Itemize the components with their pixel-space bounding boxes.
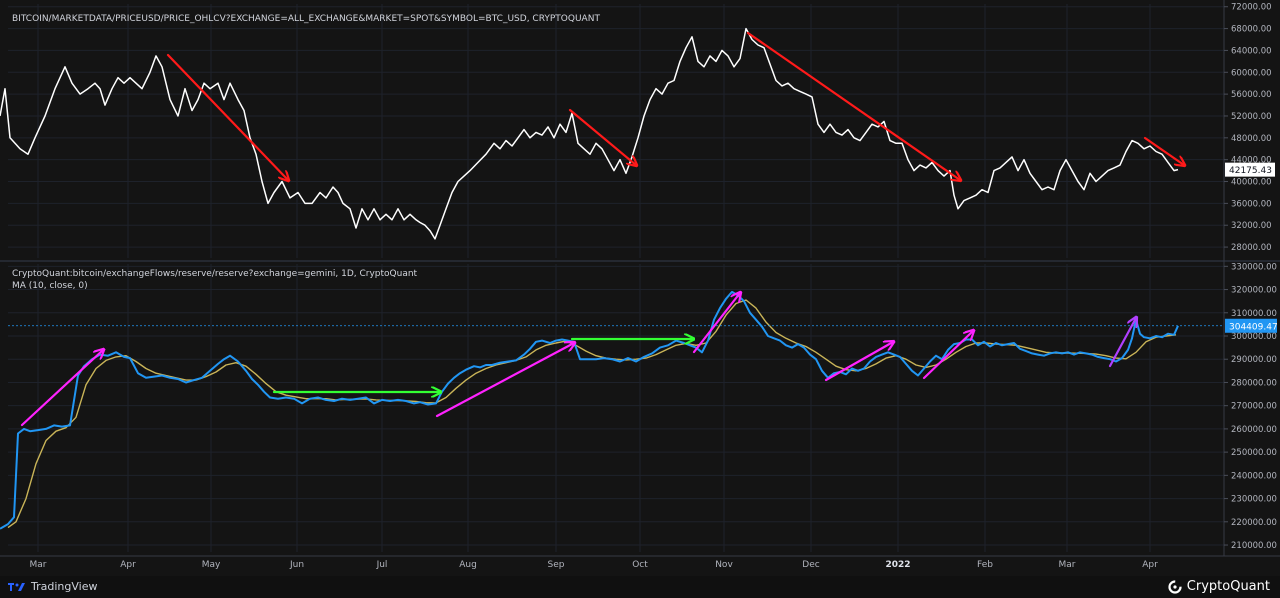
price-last-value-badge (1225, 162, 1275, 177)
price-y-tick-label: 52000.00 (1231, 112, 1272, 122)
tradingview-label: TradingView (31, 580, 98, 593)
cryptoquant-icon (1168, 579, 1182, 594)
price-y-tick-label: 40000.00 (1231, 178, 1272, 188)
trend-arrows (20, 31, 1184, 427)
reserve-y-tick-label: 260000.00 (1231, 425, 1277, 435)
x-tick-label: Apr (120, 560, 136, 570)
magenta-uptrend-arrow (692, 293, 740, 354)
x-tick-label: May (202, 560, 221, 570)
x-tick-label: Apr (1142, 560, 1158, 570)
bottom-panel-ma-legend: MA (10, close, 0) (12, 281, 88, 291)
price-y-tick-label: 60000.00 (1231, 68, 1272, 78)
grid-lines (8, 4, 1224, 552)
axes: 28000.00 32000.00 36000.00 40000.00 44000.00… (0, 0, 1280, 570)
price-y-tick-label: 64000.00 (1231, 46, 1272, 56)
tradingview-logo[interactable]: TradingView (8, 580, 97, 593)
red-downtrend-arrow (1143, 136, 1184, 165)
red-downtrend-arrow (746, 31, 960, 180)
tradingview-icon (8, 582, 25, 591)
x-tick-label: Aug (459, 560, 477, 570)
reserve-y-tick-label: 230000.00 (1231, 495, 1277, 505)
x-tick-label: Mar (1059, 560, 1076, 570)
price-y-tick-label: 68000.00 (1231, 25, 1272, 35)
reserve-y-tick-label: 240000.00 (1231, 471, 1277, 481)
x-tick-label: Feb (977, 560, 993, 570)
price-y-tick-label: 28000.00 (1231, 243, 1272, 253)
price-y-tick-label: 44000.00 (1231, 156, 1272, 166)
price-y-tick-label: 48000.00 (1231, 134, 1272, 144)
magenta-uptrend-arrow (824, 342, 893, 382)
cryptoquant-logo[interactable]: CryptoQuant (1168, 579, 1270, 594)
x-tick-label: 2022 (885, 560, 910, 570)
reserve-y-tick-label: 250000.00 (1231, 448, 1277, 458)
price-y-tick-label: 36000.00 (1231, 199, 1272, 209)
reserve-y-tick-label: 210000.00 (1231, 541, 1277, 551)
x-tick-label: Jul (376, 560, 388, 570)
reserve-last-value-badge (1225, 318, 1277, 333)
price-y-tick-label: 72000.00 (1231, 3, 1272, 13)
x-tick-label: Nov (715, 560, 733, 570)
reserve-y-tick-label: 320000.00 (1231, 286, 1277, 296)
chart-canvas: 28000.00 32000.00 36000.00 40000.00 44000.00… (0, 0, 1280, 570)
reserve-y-tick-label: 330000.00 (1231, 262, 1277, 272)
footer-bar: TradingView CryptoQuant (0, 576, 1280, 598)
red-downtrend-arrow (568, 108, 636, 165)
magenta-uptrend-arrow (435, 343, 574, 418)
magenta-uptrend-arrow (922, 331, 973, 380)
x-tick-label: Mar (30, 560, 47, 570)
ma-10-line (7, 299, 1177, 529)
top-panel-title: BITCOIN/MARKETDATA/PRICEUSD/PRICE_OHLCV?… (12, 14, 600, 24)
price-y-tick-label: 32000.00 (1231, 221, 1272, 231)
x-tick-label: Sep (548, 560, 565, 570)
reserve-y-tick-label: 270000.00 (1231, 402, 1277, 412)
reserve-y-tick-label: 220000.00 (1231, 518, 1277, 528)
red-downtrend-arrow (166, 53, 288, 180)
magenta-uptrend-arrow (20, 350, 103, 427)
price-last-value-text: 42175.43 (1229, 166, 1272, 176)
x-tick-label: Dec (802, 560, 819, 570)
reserve-y-tick-label: 290000.00 (1231, 355, 1277, 365)
reserve-last-value-text: 304409.47 (1229, 322, 1278, 332)
value-labels: 42175.43 304409.47 (1225, 162, 1278, 333)
x-tick-label: Jun (289, 560, 304, 570)
series-lines (0, 27, 1224, 530)
reserve-y-tick-label: 280000.00 (1231, 378, 1277, 388)
reserve-y-tick-label: 300000.00 (1231, 332, 1277, 342)
reserve-y-tick-label: 310000.00 (1231, 309, 1277, 319)
gemini-reserve-line (0, 290, 1179, 530)
btc-price-line (0, 27, 1179, 240)
price-y-tick-label: 56000.00 (1231, 90, 1272, 100)
cryptoquant-label: CryptoQuant (1186, 579, 1270, 594)
bottom-panel-title: CryptoQuant:bitcoin/exchangeFlows/reserv… (12, 269, 418, 279)
x-tick-label: Oct (632, 560, 648, 570)
purple-uptrend-arrow (1108, 318, 1136, 368)
